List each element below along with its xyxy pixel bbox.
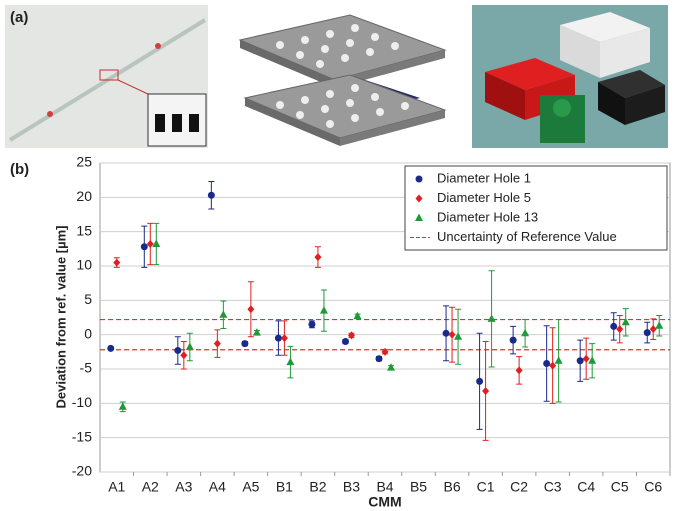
y-tick-label: 15 <box>76 222 92 238</box>
marker <box>416 176 423 183</box>
marker <box>376 355 383 362</box>
legend-label: Uncertainty of Reference Value <box>437 229 617 244</box>
panel-label: (a) <box>10 9 28 26</box>
x-tick-label: B4 <box>376 479 393 495</box>
marker <box>275 335 282 342</box>
marker <box>476 378 483 385</box>
marker <box>543 360 550 367</box>
x-tick-label: C3 <box>544 479 562 495</box>
legend-label: Diameter Hole 5 <box>437 190 531 205</box>
figure: (a) (b) CMM Deviation from ref. value [µ… <box>0 0 675 511</box>
x-tick-label: C1 <box>477 479 495 495</box>
x-tick-label: A3 <box>175 479 192 495</box>
x-tick-label: A1 <box>108 479 125 495</box>
legend-label: Diameter Hole 13 <box>437 209 538 224</box>
photo-rod <box>5 5 208 148</box>
y-tick-label: 25 <box>76 154 92 170</box>
x-tick-label: C2 <box>510 479 528 495</box>
marker <box>308 321 315 328</box>
marker <box>141 243 148 250</box>
marker <box>644 329 651 336</box>
y-tick-label: -5 <box>80 360 93 376</box>
x-tick-label: C6 <box>644 479 662 495</box>
y-tick-label: -20 <box>72 463 92 479</box>
x-axis-label: CMM <box>368 494 401 510</box>
marker <box>510 337 517 344</box>
x-tick-label: A4 <box>209 479 226 495</box>
x-tick-label: B2 <box>309 479 326 495</box>
x-tick-label: B3 <box>343 479 360 495</box>
y-tick-label: 0 <box>84 325 92 341</box>
marker <box>174 347 181 354</box>
marker <box>208 192 215 199</box>
y-tick-label: -15 <box>72 428 92 444</box>
photo-bricks <box>472 5 668 148</box>
marker <box>241 340 248 347</box>
x-tick-label: B6 <box>443 479 460 495</box>
panel-label: (b) <box>10 161 29 178</box>
marker <box>443 330 450 337</box>
y-tick-label: 10 <box>76 257 92 273</box>
y-axis-label: Deviation from ref. value [µm] <box>53 225 68 408</box>
x-tick-label: B1 <box>276 479 293 495</box>
marker <box>342 338 349 345</box>
legend-label: Diameter Hole 1 <box>437 170 531 185</box>
x-tick-label: C5 <box>611 479 629 495</box>
marker <box>610 323 617 330</box>
y-tick-label: 5 <box>84 291 92 307</box>
marker <box>107 345 114 352</box>
x-tick-label: B5 <box>410 479 427 495</box>
x-tick-label: A2 <box>142 479 159 495</box>
marker <box>577 357 584 364</box>
y-tick-label: 20 <box>76 188 92 204</box>
x-tick-label: A5 <box>242 479 259 495</box>
photo-plates <box>240 15 445 146</box>
y-tick-label: -10 <box>72 394 92 410</box>
x-tick-label: C4 <box>577 479 595 495</box>
